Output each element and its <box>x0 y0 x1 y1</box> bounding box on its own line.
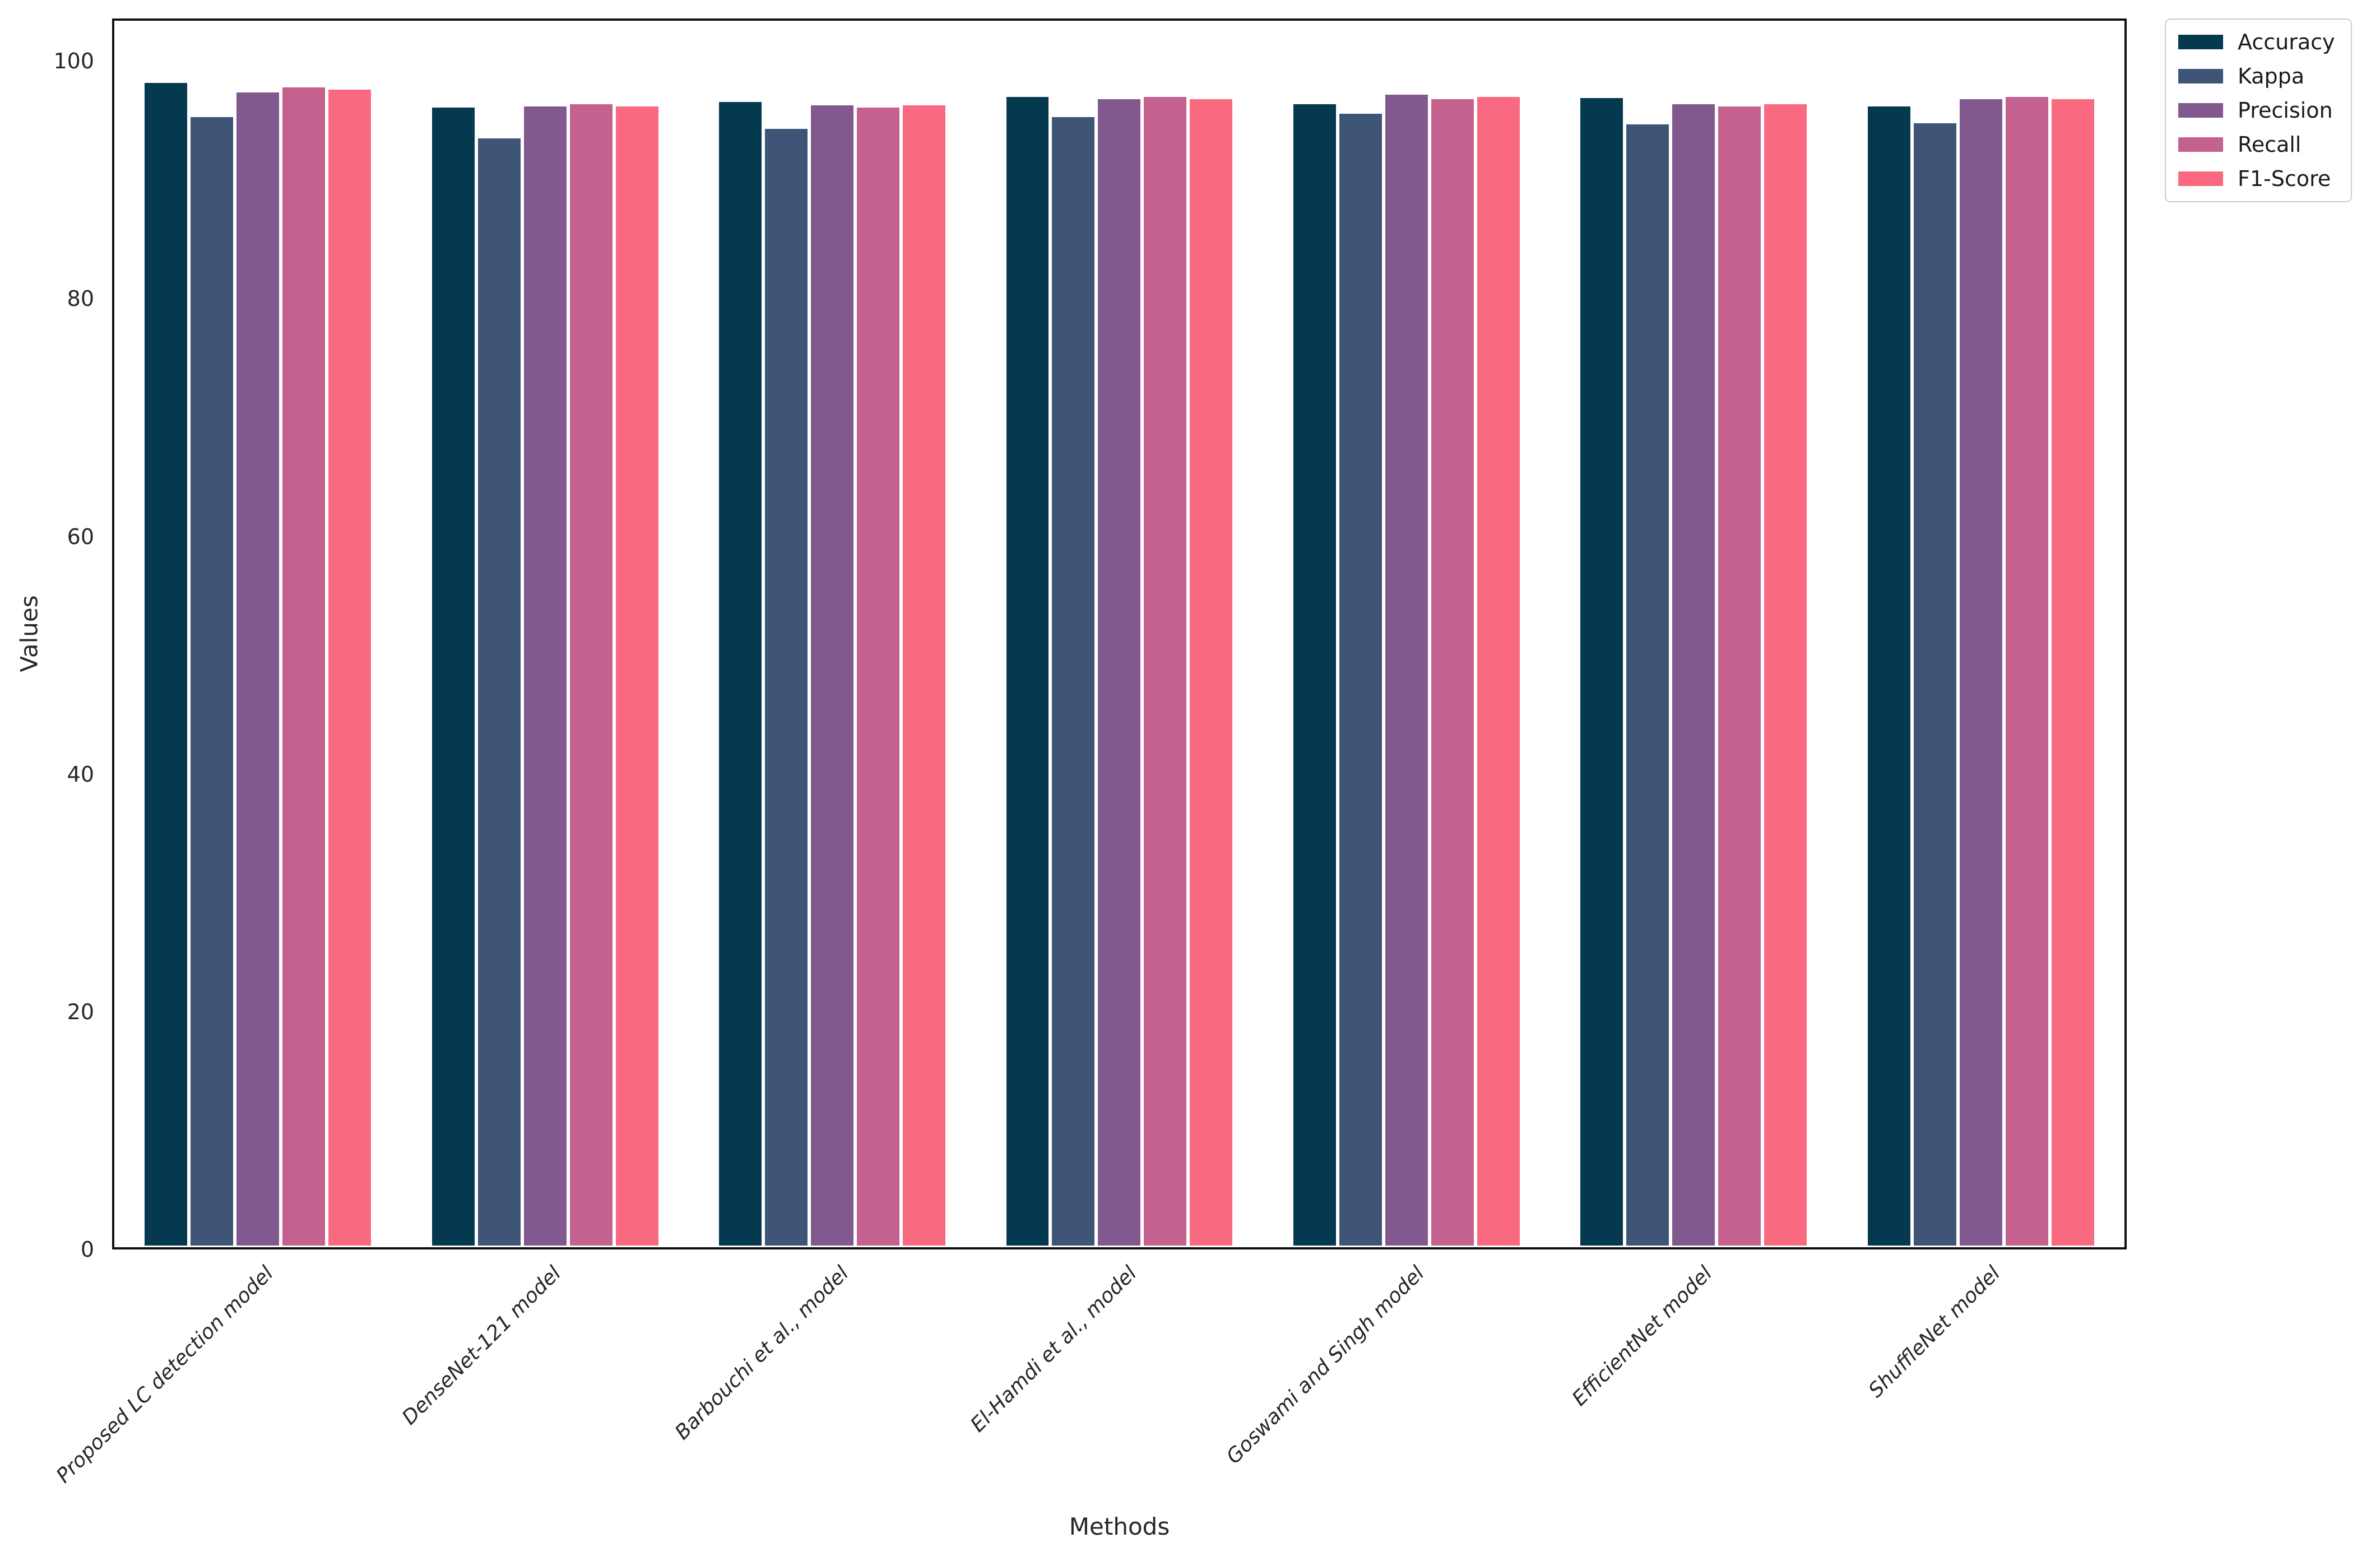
y-tick-label: 20 <box>67 999 94 1024</box>
x-tick-label: Barbouchi et al., model <box>671 1262 853 1444</box>
legend-label: Precision <box>2238 98 2333 123</box>
legend-label: Accuracy <box>2238 30 2335 54</box>
x-tick-label: Goswami and Singh model <box>1222 1262 1430 1469</box>
x-tick-label: El-Hamdi et al., model <box>966 1262 1142 1437</box>
legend: Accuracy Kappa Precision Recall F1-Score <box>2165 18 2352 202</box>
bar-cluster <box>1291 21 1521 1247</box>
bar-kappa <box>1050 115 1097 1247</box>
bar-recall <box>1142 95 1189 1247</box>
bar-cluster <box>1004 21 1235 1247</box>
legend-item-f1-score: F1-Score <box>2178 166 2339 191</box>
bar-precision <box>1957 97 2004 1247</box>
y-tick-label: 80 <box>67 286 94 312</box>
x-axis-title: Methods <box>1069 1513 1170 1540</box>
bar-group-goswami-and-singh-model <box>1263 21 1550 1247</box>
bar-f1-score <box>1762 102 1809 1247</box>
x-tick-label: ShuffleNet model <box>1864 1262 2005 1402</box>
bar-precision <box>1096 97 1143 1247</box>
bar-accuracy <box>143 81 189 1247</box>
bar-kappa <box>476 137 522 1247</box>
bar-kappa <box>1625 122 1671 1247</box>
legend-item-precision: Precision <box>2178 98 2339 123</box>
bar-recall <box>281 86 327 1247</box>
legend-item-recall: Recall <box>2178 132 2339 157</box>
bar-recall <box>2003 95 2050 1247</box>
bar-precision <box>1383 92 1430 1247</box>
legend-swatch-icon <box>2178 69 2223 83</box>
bar-accuracy <box>1866 105 1912 1247</box>
plot-area <box>112 18 2127 1249</box>
bar-f1-score <box>327 88 373 1247</box>
bar-cluster <box>430 21 660 1247</box>
bar-group-proposed-lc-detection-model <box>114 21 401 1247</box>
bar-kappa <box>189 115 235 1247</box>
bar-kappa <box>1337 112 1384 1247</box>
bar-precision <box>235 90 281 1247</box>
bar-cluster <box>717 21 947 1247</box>
x-tick-label: EfficientNet model <box>1568 1262 1717 1411</box>
bar-f1-score <box>2049 97 2096 1247</box>
y-axis-title: Values <box>15 595 43 672</box>
bar-group-el-hamdi-et-al-model <box>976 21 1263 1247</box>
legend-swatch-icon <box>2178 103 2223 118</box>
x-tick-label: DenseNet-121 model <box>398 1262 566 1430</box>
bar-cluster <box>1866 21 2096 1247</box>
legend-label: Kappa <box>2238 64 2305 89</box>
bar-kappa <box>763 127 810 1247</box>
bar-accuracy <box>430 106 476 1247</box>
y-tick-label: 60 <box>67 524 94 549</box>
bar-f1-score <box>1188 97 1235 1247</box>
bar-group-barbouchi-et-al-model <box>689 21 976 1247</box>
bar-group-densenet-121-model <box>401 21 688 1247</box>
bar-precision <box>809 103 856 1247</box>
bar-cluster <box>143 21 373 1247</box>
legend-swatch-icon <box>2178 171 2223 186</box>
x-tick-label: Proposed LC detection model <box>52 1262 278 1488</box>
bar-accuracy <box>1291 102 1338 1247</box>
bar-accuracy <box>1579 96 1625 1247</box>
legend-item-kappa: Kappa <box>2178 64 2339 89</box>
legend-swatch-icon <box>2178 137 2223 152</box>
y-tick-label: 100 <box>53 49 94 74</box>
bar-f1-score <box>901 103 947 1247</box>
y-tick-label: 0 <box>80 1237 94 1262</box>
legend-label: Recall <box>2238 132 2302 157</box>
bar-recall <box>1716 105 1763 1247</box>
bar-precision <box>522 105 568 1247</box>
bar-cluster <box>1579 21 1809 1247</box>
bar-kappa <box>1912 121 1958 1247</box>
legend-label: F1-Score <box>2238 166 2331 191</box>
bar-group-efficientnet-model <box>1550 21 1837 1247</box>
bar-f1-score <box>1475 95 1521 1247</box>
bar-f1-score <box>614 105 660 1247</box>
bar-recall <box>1429 97 1476 1247</box>
bar-recall <box>855 106 902 1247</box>
y-tick-label: 40 <box>67 761 94 787</box>
legend-item-accuracy: Accuracy <box>2178 30 2339 54</box>
legend-swatch-icon <box>2178 35 2223 49</box>
bar-group-shufflenet-model <box>1838 21 2124 1247</box>
bar-accuracy <box>717 100 764 1247</box>
bar-recall <box>568 102 614 1247</box>
bar-accuracy <box>1004 95 1051 1247</box>
bar-precision <box>1671 102 1717 1247</box>
